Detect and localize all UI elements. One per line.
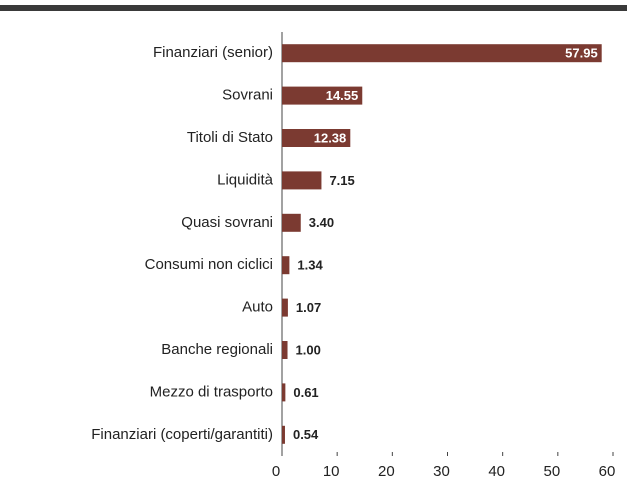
value-label: 3.40 bbox=[309, 215, 334, 230]
x-tick-label: 20 bbox=[378, 463, 395, 480]
x-tick-label: 10 bbox=[323, 463, 340, 480]
x-tick-label: 40 bbox=[488, 463, 505, 480]
value-label: 1.07 bbox=[296, 300, 321, 315]
x-tick-label: 30 bbox=[433, 463, 450, 480]
value-label: 57.95 bbox=[565, 46, 598, 61]
top-rule bbox=[0, 5, 627, 11]
bar bbox=[282, 383, 286, 402]
y-tick-label: Mezzo di trasporto bbox=[150, 383, 273, 400]
y-tick-label: Auto bbox=[242, 299, 273, 316]
bar bbox=[282, 256, 290, 275]
bar bbox=[282, 171, 322, 190]
y-tick-label: Finanziari (coperti/garantiti) bbox=[91, 426, 273, 443]
bar bbox=[282, 425, 285, 444]
value-label: 1.00 bbox=[296, 342, 321, 357]
bar bbox=[282, 44, 602, 63]
y-tick-label: Banche regionali bbox=[161, 341, 273, 358]
bar bbox=[282, 129, 351, 147]
value-label: 0.61 bbox=[293, 385, 318, 400]
value-label: 1.34 bbox=[297, 258, 323, 273]
value-label: 12.38 bbox=[314, 130, 347, 145]
y-tick-label: Quasi sovrani bbox=[181, 214, 273, 231]
bar bbox=[282, 213, 301, 232]
value-label: 14.55 bbox=[326, 88, 359, 103]
bar bbox=[282, 298, 288, 317]
value-label: 0.54 bbox=[293, 427, 319, 442]
y-tick-label: Consumi non ciclici bbox=[145, 256, 273, 273]
y-tick-label: Titoli di Stato bbox=[187, 129, 273, 146]
y-tick-label: Sovrani bbox=[222, 87, 273, 104]
bar bbox=[282, 86, 363, 105]
x-tick-label: 0 bbox=[272, 463, 280, 480]
bar bbox=[282, 341, 288, 359]
x-tick-label: 60 bbox=[599, 463, 616, 480]
y-tick-label: Finanziari (senior) bbox=[153, 44, 273, 61]
y-tick-label: Liquidità bbox=[217, 171, 274, 188]
x-tick-label: 50 bbox=[543, 463, 560, 480]
value-label: 7.15 bbox=[329, 173, 354, 188]
